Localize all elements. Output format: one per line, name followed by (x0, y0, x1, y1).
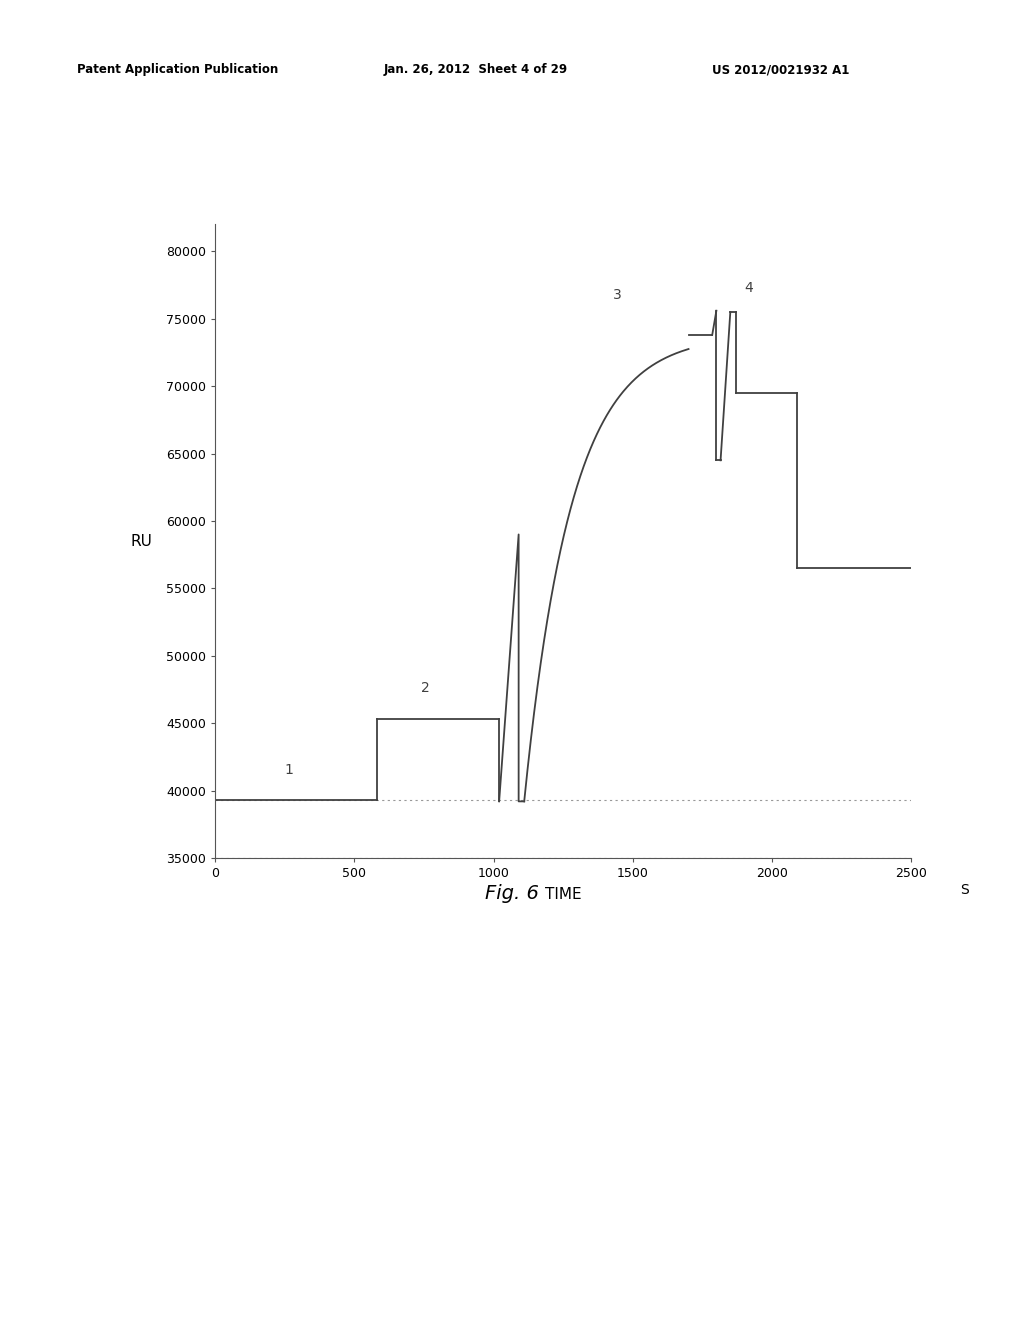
X-axis label: TIME: TIME (545, 887, 582, 902)
Text: 2: 2 (421, 681, 430, 696)
Y-axis label: RU: RU (130, 533, 152, 549)
Text: US 2012/0021932 A1: US 2012/0021932 A1 (712, 63, 849, 77)
Text: 4: 4 (744, 281, 753, 294)
Text: Patent Application Publication: Patent Application Publication (77, 63, 279, 77)
Text: 3: 3 (613, 288, 623, 301)
Text: 1: 1 (285, 763, 294, 777)
Text: S: S (959, 883, 969, 898)
Text: Fig. 6: Fig. 6 (485, 884, 539, 903)
Text: Jan. 26, 2012  Sheet 4 of 29: Jan. 26, 2012 Sheet 4 of 29 (384, 63, 568, 77)
